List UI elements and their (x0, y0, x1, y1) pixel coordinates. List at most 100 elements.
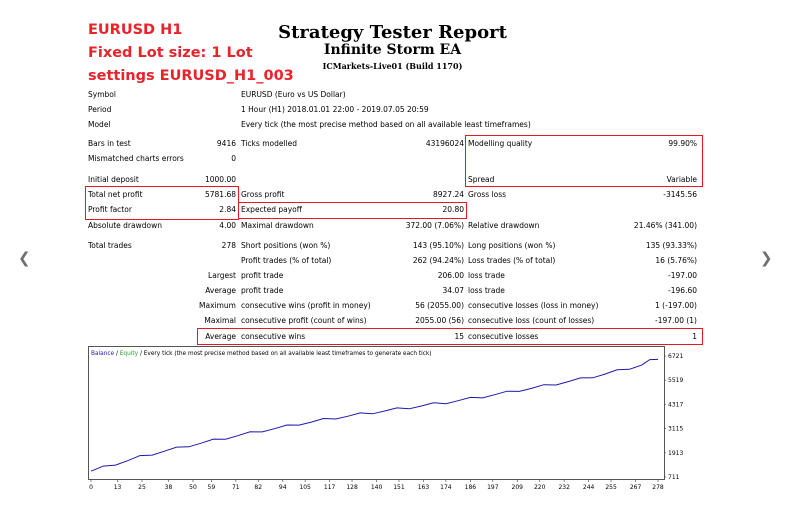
x-tick-label: 197 (487, 484, 499, 491)
x-tick-label: 71 (232, 484, 240, 491)
largest-label: Largest (208, 271, 236, 280)
x-tick-label: 25 (138, 484, 146, 491)
x-tick-label: 128 (346, 484, 358, 491)
max-consecutive-wins-label: consecutive wins (profit in money) (241, 301, 371, 310)
loss-trades-value: 16 (5.76%) (655, 256, 697, 265)
largest-loss-trade-value: -197.00 (668, 271, 697, 280)
maximal-label: Maximal (204, 316, 236, 325)
long-positions-value: 135 (93.33%) (645, 241, 697, 250)
report-subtitle: Infinite Storm EA (323, 42, 462, 58)
x-tick-label: 209 (512, 484, 524, 491)
modelling-quality-value: 99.90% (668, 139, 697, 148)
chart-legend: Balance / Equity / Every tick (the most … (91, 351, 432, 357)
avg-consecutive-wins-label: consecutive wins (241, 332, 306, 341)
total-trades-value: 278 (221, 241, 236, 250)
relative-drawdown-label: Relative drawdown (468, 221, 540, 230)
x-tick-label: 82 (254, 484, 262, 491)
max-consecutive-losses-label: consecutive losses (loss in money) (468, 301, 599, 310)
prev-arrow-icon[interactable]: ❮ (18, 249, 31, 267)
maximal-consecutive-profit-value: 2055.00 (56) (415, 316, 464, 325)
x-tick-label: 59 (208, 484, 216, 491)
y-tick-label: 4317 (668, 401, 683, 408)
legend-separator: / (114, 351, 120, 357)
loss-trades-label: Loss trades (% of total) (468, 256, 556, 265)
y-tick-label: 6721 (668, 353, 683, 360)
bars-label: Bars in test (88, 139, 131, 148)
y-tick-label: 711 (668, 474, 680, 481)
x-tick-label: 38 (165, 484, 173, 491)
relative-drawdown-value: 21.46% (341.00) (633, 221, 697, 230)
average-loss-trade-label: loss trade (468, 286, 505, 295)
maximal-drawdown-value: 372.00 (7.06%) (405, 221, 464, 230)
profit-factor-label: Profit factor (88, 205, 132, 214)
y-tick-label: 5519 (668, 377, 683, 384)
short-positions-value: 143 (95.10%) (412, 241, 464, 250)
x-tick-label: 105 (299, 484, 311, 491)
modelling-quality-label: Modelling quality (468, 139, 533, 148)
deposit-value: 1000.00 (204, 175, 236, 184)
x-tick-label: 117 (324, 484, 336, 491)
x-tick-label: 267 (630, 484, 642, 491)
x-tick-label: 186 (465, 484, 477, 491)
largest-profit-trade-label: profit trade (241, 271, 284, 280)
legend-description: / Every tick (the most precise method ba… (138, 351, 431, 357)
expected-payoff-label: Expected payoff (241, 205, 302, 214)
maximal-drawdown-label: Maximal drawdown (241, 221, 314, 230)
gross-profit-label: Gross profit (241, 190, 285, 199)
avg-consecutive-wins-value: 15 (454, 332, 464, 341)
legend-balance: Balance (91, 351, 115, 357)
spread-value: Variable (666, 175, 697, 184)
long-positions-label: Long positions (won %) (468, 241, 556, 250)
x-tick-label: 163 (418, 484, 430, 491)
y-tick-label: 3115 (668, 426, 683, 433)
report-title: Strategy Tester Report (278, 22, 507, 43)
total-trades-label: Total trades (88, 241, 132, 250)
balance-chart: Balance / Equity / Every tick (the most … (88, 346, 692, 496)
period-label: Period (88, 105, 112, 114)
y-tick-label: 1913 (668, 450, 683, 457)
absolute-drawdown-value: 4.00 (219, 221, 236, 230)
total-net-profit-value: 5781.68 (204, 190, 236, 199)
largest-profit-trade-value: 206.00 (437, 271, 464, 280)
symbol-label: Symbol (88, 90, 116, 99)
average-profit-trade-value: 34.07 (442, 286, 464, 295)
ticks-label: Ticks modelled (241, 139, 298, 148)
average-loss-trade-value: -196.60 (668, 286, 697, 295)
expected-payoff-value: 20.80 (442, 205, 464, 214)
mismatched-label: Mismatched charts errors (88, 154, 184, 163)
mismatched-value: 0 (231, 154, 236, 163)
ticks-value: 43196024 (425, 139, 464, 148)
x-tick-label: 244 (583, 484, 595, 491)
maximal-consecutive-loss-value: -197.00 (1) (655, 316, 697, 325)
x-tick-label: 232 (558, 484, 570, 491)
avg-consecutive-losses-label: consecutive losses (468, 332, 539, 341)
legend-equity: Equity (120, 351, 139, 357)
x-tick-label: 220 (534, 484, 546, 491)
deposit-label: Initial deposit (88, 175, 139, 184)
x-tick-label: 151 (393, 484, 405, 491)
average-profit-trade-label: profit trade (241, 286, 284, 295)
largest-loss-trade-label: loss trade (468, 271, 505, 280)
x-tick-label: 278 (652, 484, 664, 491)
x-tick-label: 0 (89, 484, 93, 491)
average-label: Average (205, 286, 236, 295)
profit-trades-label: Profit trades (% of total) (241, 256, 332, 265)
gross-loss-label: Gross loss (468, 190, 507, 199)
x-tick-label: 94 (279, 484, 287, 491)
gross-profit-value: 8927.24 (432, 190, 464, 199)
annotation-symbol: EURUSD H1 (88, 22, 183, 38)
model-value: Every tick (the most precise method base… (241, 120, 531, 129)
annotation-lot-size: Fixed Lot size: 1 Lot (88, 45, 253, 61)
avg-consecutive-label: Average (205, 332, 236, 341)
x-tick-label: 140 (371, 484, 383, 491)
profit-trades-value: 262 (94.24%) (412, 256, 464, 265)
total-net-profit-label: Total net profit (88, 190, 143, 199)
annotation-settings: settings EURUSD_H1_003 (88, 68, 294, 84)
short-positions-label: Short positions (won %) (241, 241, 331, 250)
next-arrow-icon[interactable]: ❯ (760, 249, 773, 267)
model-label: Model (88, 120, 111, 129)
x-tick-label: 13 (114, 484, 122, 491)
chart-svg: Balance / Equity / Every tick (the most … (88, 346, 683, 491)
x-tick-label: 50 (189, 484, 197, 491)
x-tick-label: 174 (440, 484, 452, 491)
